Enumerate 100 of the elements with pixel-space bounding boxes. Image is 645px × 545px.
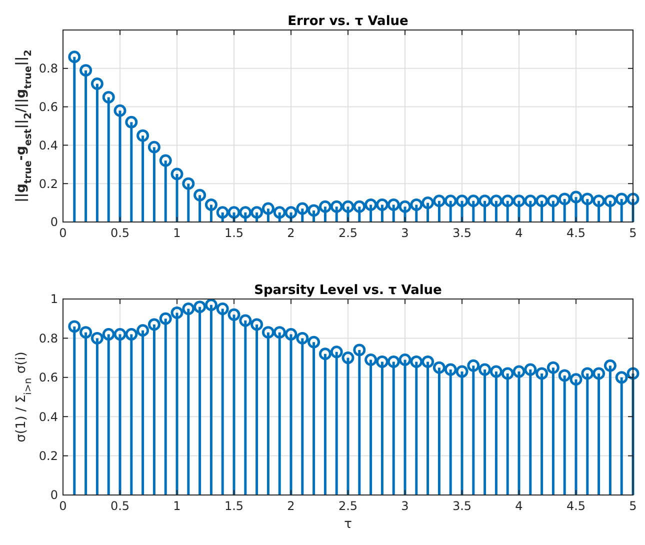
x-tick-label: 1.5 (224, 499, 244, 513)
point (536, 367, 548, 380)
point (592, 367, 606, 380)
point (114, 104, 126, 117)
x-tick-label: 2.5 (338, 499, 358, 513)
x-tick-label: 5 (629, 226, 637, 240)
point (353, 344, 366, 356)
point (536, 194, 548, 208)
point (80, 326, 92, 339)
point (148, 318, 160, 331)
point (102, 90, 115, 104)
point (68, 50, 81, 64)
point (546, 194, 560, 208)
point (422, 355, 434, 368)
y-tick-label: 1 (50, 292, 58, 306)
point (342, 352, 354, 364)
point (148, 140, 160, 154)
x-tick-label: 2.5 (338, 226, 358, 240)
point (615, 192, 628, 206)
point (80, 64, 92, 77)
x-tick-label: 3.5 (452, 499, 472, 513)
point (204, 298, 218, 312)
y-tick-label: 0.2 (38, 176, 58, 191)
y-tick-label: 0.6 (38, 370, 58, 385)
point (444, 194, 457, 208)
point (604, 194, 616, 208)
point (136, 324, 150, 337)
y-tick-label: 0 (50, 215, 58, 230)
y-tick-label: 0.4 (38, 410, 58, 424)
point (546, 361, 560, 374)
y-tick-label: 0.4 (38, 138, 58, 152)
x-tick-label: 2 (287, 226, 295, 240)
point (216, 302, 229, 316)
point (376, 355, 388, 368)
point (604, 359, 616, 372)
x-tick-label: 4.5 (566, 226, 586, 240)
point (353, 200, 366, 213)
point (296, 332, 309, 344)
point (262, 326, 274, 339)
point (501, 367, 514, 380)
point (273, 326, 286, 339)
point (626, 192, 640, 206)
point (364, 354, 378, 366)
point (114, 328, 126, 341)
x-tick-label: 3.5 (452, 226, 472, 240)
point (512, 194, 526, 208)
point (524, 363, 537, 376)
y-tick-label: 0.2 (38, 449, 58, 463)
x-tick-label: 4.5 (566, 499, 586, 513)
point (456, 365, 468, 378)
x-tick-label: 1.5 (224, 226, 244, 240)
point (170, 306, 184, 319)
point (615, 371, 628, 384)
point (512, 365, 526, 378)
point (364, 198, 378, 211)
point (284, 328, 298, 341)
point (136, 129, 150, 142)
point (262, 202, 274, 215)
point (444, 363, 457, 376)
point (398, 200, 412, 213)
x-tick-label: 0 (59, 499, 67, 513)
point (308, 204, 320, 217)
point (239, 206, 252, 219)
x-tick-label: 0 (59, 226, 67, 240)
point (216, 206, 229, 219)
point (90, 332, 104, 344)
point (490, 194, 502, 208)
x-tick-label: 5 (629, 499, 637, 513)
point (204, 198, 218, 211)
point (570, 373, 582, 386)
point (102, 328, 115, 341)
point (330, 346, 343, 358)
point (410, 198, 423, 211)
point (387, 355, 400, 368)
point (239, 314, 252, 327)
point (68, 320, 81, 333)
point (558, 192, 571, 206)
point (342, 200, 354, 213)
point (467, 194, 480, 208)
point (125, 116, 138, 128)
chart-title: Error vs. τ Value (288, 14, 409, 29)
point (182, 177, 195, 190)
point (250, 206, 264, 219)
point (194, 188, 206, 202)
point (501, 194, 514, 208)
x-tick-label: 1 (173, 226, 181, 240)
point (410, 355, 423, 368)
point (558, 369, 571, 382)
point (387, 198, 400, 211)
point (422, 196, 434, 210)
point (228, 206, 240, 219)
x-axis-title: τ (344, 517, 352, 532)
point (478, 194, 492, 208)
x-tick-label: 2 (287, 499, 295, 513)
point (432, 361, 446, 374)
y-tick-label: 0 (50, 488, 58, 502)
point (284, 206, 298, 219)
x-tick-label: 0.5 (110, 226, 130, 240)
point (330, 200, 343, 213)
x-tick-label: 4 (515, 499, 523, 513)
